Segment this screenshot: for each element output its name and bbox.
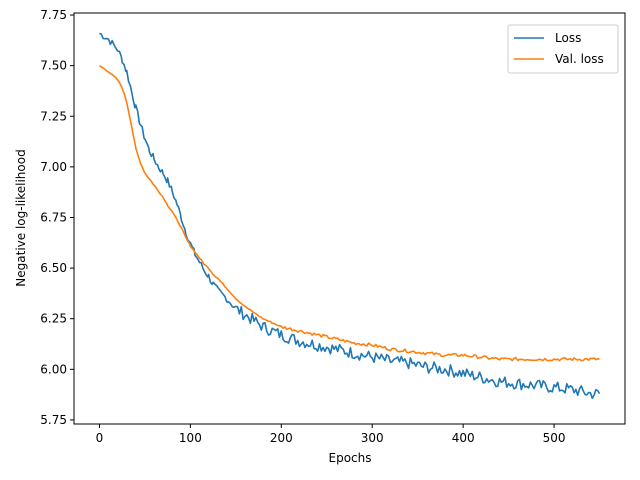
legend-val-loss-label: Val. loss	[555, 52, 604, 66]
y-tick-label: 7.25	[40, 109, 67, 123]
plot-area	[74, 13, 625, 424]
legend: Loss Val. loss	[507, 24, 619, 74]
y-tick-label: 5.75	[40, 413, 67, 427]
x-tick-label: 300	[361, 431, 384, 445]
series-line-val-loss	[99, 64, 600, 362]
x-tick-label: 200	[270, 431, 293, 445]
y-tick-label: 6.00	[40, 362, 67, 376]
x-tick-label: 0	[96, 431, 104, 445]
x-tick-label: 400	[452, 431, 475, 445]
x-tick-label: 100	[179, 431, 202, 445]
y-tick-label: 6.25	[40, 312, 67, 326]
legend-loss-label: Loss	[555, 31, 581, 45]
y-tick-label: 7.75	[40, 8, 67, 22]
x-axis-ticks: 0 100 200 300 400 500	[96, 424, 566, 445]
y-tick-label: 7.00	[40, 160, 67, 174]
y-axis-ticks: 5.75 6.00 6.25 6.50 6.75 7.00 7.25 7.50 7.75	[40, 8, 74, 427]
series-line-loss	[99, 32, 601, 399]
x-tick-label: 500	[543, 431, 566, 445]
y-axis-label: Negative log-likelihood	[14, 149, 28, 286]
x-axis-label: Epochs	[329, 451, 372, 465]
series-layer	[99, 32, 601, 399]
y-tick-label: 7.50	[40, 59, 67, 73]
y-tick-label: 6.50	[40, 261, 67, 275]
plot-frame	[73, 12, 626, 425]
y-tick-label: 6.75	[40, 210, 67, 224]
legend-box	[507, 24, 619, 74]
